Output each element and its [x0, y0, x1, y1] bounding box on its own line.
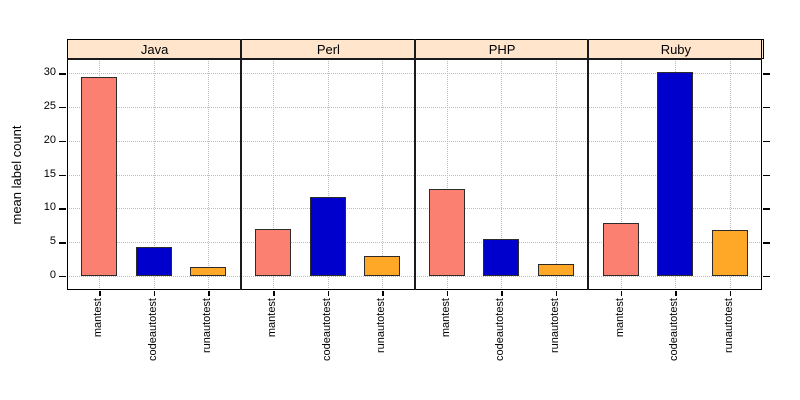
- y-tick-label: 0: [49, 268, 56, 281]
- panel-strip-label: Ruby: [660, 41, 692, 57]
- y-axis-tick-right: [763, 174, 770, 176]
- bar-php-runautotest: [537, 264, 574, 276]
- x-category-label: runautotest: [548, 298, 561, 354]
- x-axis-tick: [208, 291, 210, 296]
- panel-divider: [587, 39, 590, 290]
- bar-perl-codeautotest: [309, 196, 346, 276]
- y-axis-tick-left: [59, 208, 66, 210]
- x-axis-tick: [99, 291, 101, 296]
- gridline-vertical: [382, 59, 384, 290]
- x-category-label: mantest: [613, 298, 626, 338]
- y-axis-tick-right: [763, 73, 770, 75]
- x-category-label: mantest: [439, 298, 452, 338]
- y-axis-tick-right: [763, 140, 770, 143]
- x-category-label: codeautotest: [320, 298, 333, 361]
- y-tick-label: 15: [43, 167, 56, 180]
- gridline-vertical: [153, 59, 155, 290]
- gridline-vertical: [729, 59, 731, 290]
- bar-perl-runautotest: [364, 255, 401, 276]
- bar-php-codeautotest: [483, 238, 520, 276]
- y-tick-label: 25: [43, 99, 56, 112]
- bar-java-codeautotest: [135, 246, 172, 276]
- y-axis-tick-right: [763, 275, 770, 278]
- x-category-label: runautotest: [201, 298, 214, 354]
- bar-ruby-mantest: [602, 223, 639, 276]
- x-axis-tick: [501, 291, 503, 296]
- x-axis-tick: [675, 291, 677, 296]
- bar-java-mantest: [81, 76, 118, 276]
- y-tick-label: 5: [49, 235, 56, 248]
- x-axis-tick: [620, 291, 623, 296]
- panel-strip-label: Perl: [316, 41, 340, 57]
- panel-divider: [413, 39, 416, 290]
- x-axis-tick: [555, 291, 558, 296]
- gridline-vertical: [273, 59, 275, 290]
- x-category-label: runautotest: [722, 298, 735, 354]
- y-axis-tick-left: [59, 73, 66, 75]
- x-axis-tick: [729, 291, 732, 296]
- x-category-label: codeautotest: [494, 298, 507, 361]
- gridline-vertical: [555, 59, 557, 290]
- y-axis-tick-right: [763, 242, 770, 244]
- bar-ruby-codeautotest: [657, 71, 694, 276]
- x-category-label: mantest: [266, 298, 279, 338]
- x-axis-tick: [382, 291, 384, 296]
- panel-strip-label: Java: [140, 41, 169, 57]
- y-axis-tick-left: [59, 242, 66, 244]
- x-category-label: codeautotest: [146, 298, 159, 361]
- gridline-vertical: [446, 59, 448, 290]
- x-category-label: mantest: [92, 298, 105, 338]
- y-axis-tick-right: [763, 106, 770, 109]
- gridline-vertical: [327, 59, 329, 290]
- bar-perl-mantest: [255, 228, 292, 276]
- x-category-label: codeautotest: [668, 298, 681, 361]
- x-category-label: runautotest: [375, 298, 388, 354]
- x-axis-tick: [153, 291, 156, 296]
- y-axis-tick-left: [59, 140, 66, 143]
- panel-strip-label: PHP: [488, 41, 516, 57]
- gridline-vertical: [501, 59, 503, 290]
- gridline-vertical: [620, 59, 622, 290]
- y-tick-label: 10: [43, 201, 56, 214]
- y-axis-tick-left: [59, 174, 66, 176]
- y-tick-label: 20: [43, 133, 56, 146]
- y-axis-tick-left: [59, 106, 66, 109]
- x-axis-tick: [327, 291, 330, 296]
- y-tick-label: 30: [43, 66, 56, 79]
- bar-ruby-runautotest: [711, 229, 748, 276]
- bar-java-runautotest: [190, 267, 227, 276]
- y-axis-tick-left: [59, 275, 66, 278]
- x-axis-tick: [446, 291, 449, 296]
- bar-php-mantest: [428, 189, 465, 276]
- y-axis-tick-right: [763, 208, 770, 210]
- panel-divider: [239, 39, 242, 290]
- x-axis-tick: [273, 291, 275, 296]
- gridline-vertical: [208, 59, 210, 290]
